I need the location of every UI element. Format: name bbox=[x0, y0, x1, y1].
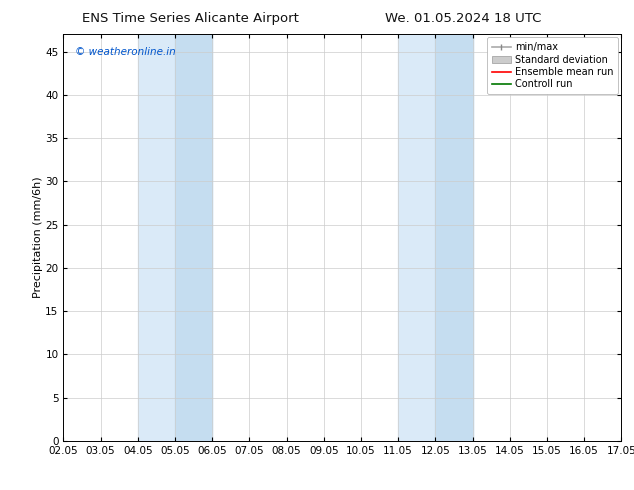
Bar bbox=[436, 34, 472, 441]
Text: ENS Time Series Alicante Airport: ENS Time Series Alicante Airport bbox=[82, 12, 299, 25]
Bar bbox=[138, 34, 212, 441]
Y-axis label: Precipitation (mm/6h): Precipitation (mm/6h) bbox=[32, 177, 42, 298]
Bar bbox=[398, 34, 472, 441]
Text: © weatheronline.in: © weatheronline.in bbox=[75, 47, 176, 56]
Text: We. 01.05.2024 18 UTC: We. 01.05.2024 18 UTC bbox=[385, 12, 541, 25]
Bar bbox=[175, 34, 212, 441]
Legend: min/max, Standard deviation, Ensemble mean run, Controll run: min/max, Standard deviation, Ensemble me… bbox=[487, 37, 618, 94]
